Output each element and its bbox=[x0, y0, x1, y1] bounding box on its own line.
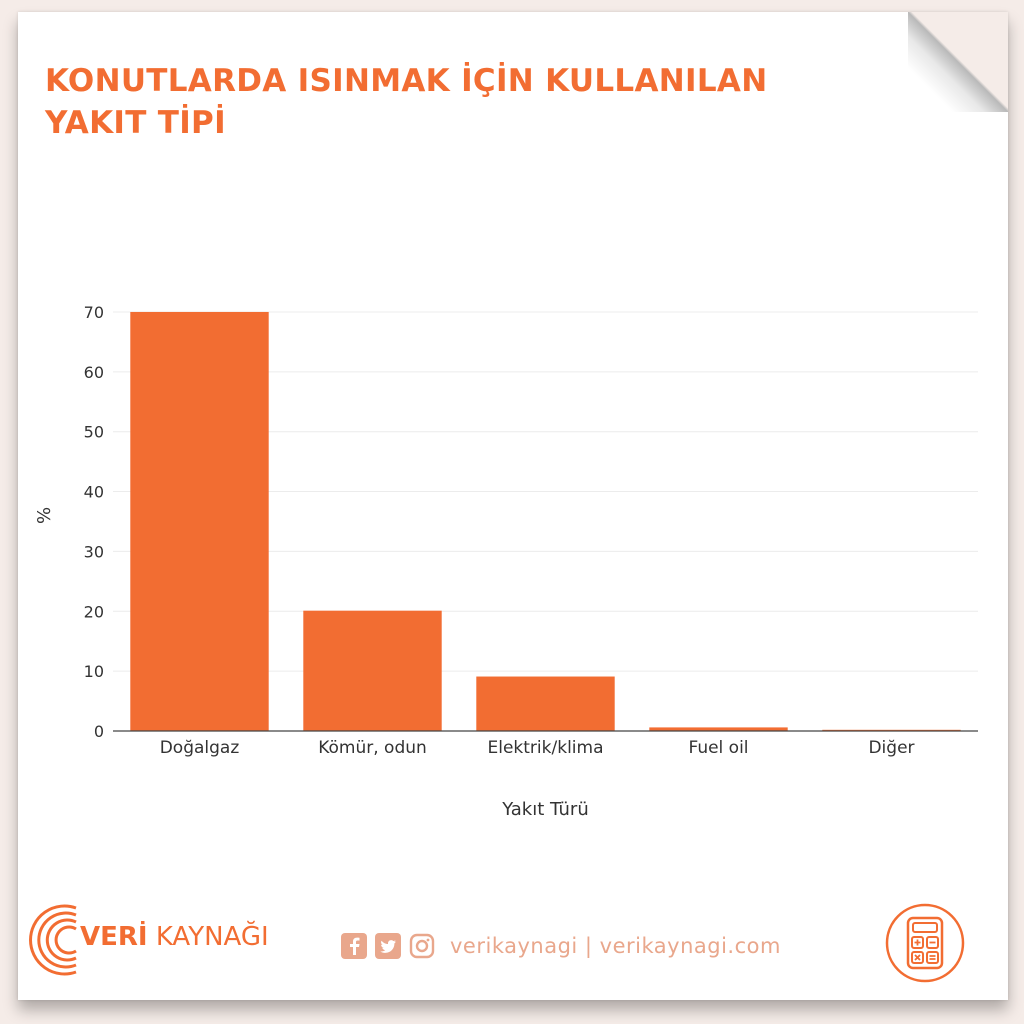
bars bbox=[130, 311, 961, 731]
bar bbox=[130, 311, 269, 731]
y-tick-label: 70 bbox=[84, 303, 104, 322]
y-tick-label: 50 bbox=[84, 423, 104, 442]
x-tick-label: Elektrik/klima bbox=[488, 738, 604, 758]
brand-logo: VERİ KAYNAĞI bbox=[28, 900, 328, 980]
instagram-icon[interactable] bbox=[408, 932, 436, 960]
y-tick-label: 0 bbox=[94, 722, 104, 741]
x-axis-title: Yakıt Türü bbox=[501, 799, 589, 820]
chart-title: KONUTLARDA ISINMAK İÇİN KULLANILAN YAKIT… bbox=[45, 60, 865, 144]
social-handle-text: verikaynagi | verikaynagi.com bbox=[450, 934, 781, 958]
page-curl bbox=[908, 12, 1008, 112]
x-tick-label: Doğalgaz bbox=[160, 738, 240, 758]
y-axis-title: % bbox=[34, 507, 55, 524]
x-tick-label: Fuel oil bbox=[688, 738, 748, 758]
chart-title-line-2: YAKIT TİPİ bbox=[45, 105, 226, 141]
y-tick-label: 60 bbox=[84, 363, 104, 382]
bar bbox=[303, 610, 442, 731]
brand-name: VERİ KAYNAĞI bbox=[80, 922, 269, 952]
x-tick-label: Diğer bbox=[868, 738, 914, 758]
bar bbox=[649, 727, 788, 731]
y-tick-labels: 0 10 20 30 40 50 60 70 bbox=[84, 303, 104, 741]
brand-name-bold: VERİ bbox=[80, 922, 148, 952]
bar bbox=[476, 676, 615, 731]
brand-name-rest: KAYNAĞI bbox=[147, 922, 269, 952]
y-tick-label: 30 bbox=[84, 542, 104, 561]
social-links: verikaynagi | verikaynagi.com bbox=[340, 928, 781, 964]
facebook-icon[interactable] bbox=[340, 932, 368, 960]
calculator-icon bbox=[885, 903, 965, 983]
x-tick-labels: Doğalgaz Kömür, odun Elektrik/klima Fuel oi… bbox=[160, 738, 915, 758]
chart-title-line-1: KONUTLARDA ISINMAK İÇİN KULLANILAN bbox=[45, 63, 768, 99]
twitter-icon[interactable] bbox=[374, 932, 402, 960]
x-tick-label: Kömür, odun bbox=[318, 738, 427, 758]
y-tick-label: 40 bbox=[84, 483, 104, 502]
brand-arc-icon bbox=[29, 904, 77, 976]
y-tick-label: 20 bbox=[84, 602, 104, 621]
y-tick-label: 10 bbox=[84, 662, 104, 681]
